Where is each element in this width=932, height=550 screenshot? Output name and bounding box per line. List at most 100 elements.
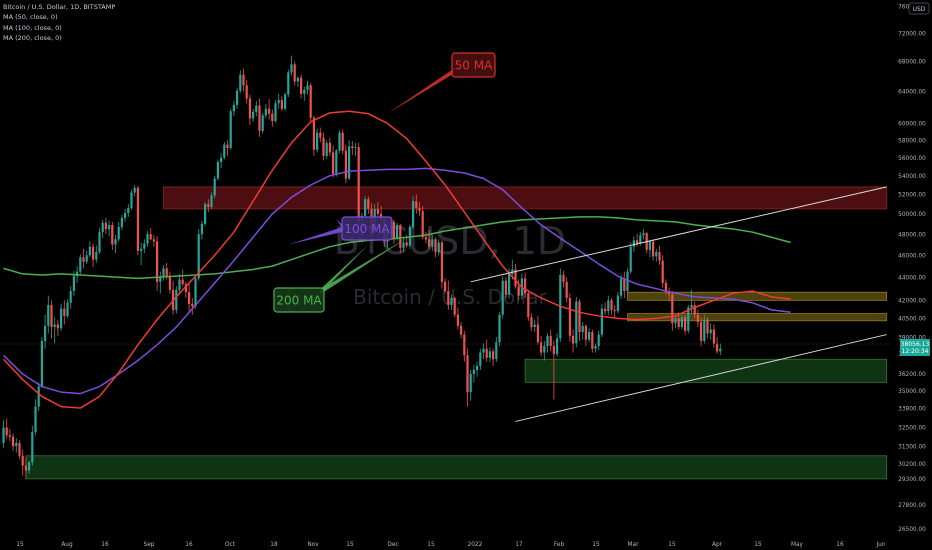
candle-body <box>440 242 443 282</box>
y-tick-label: 42000.00 <box>898 299 926 305</box>
x-tick-label: 17 <box>515 542 523 548</box>
candle-body <box>357 147 360 221</box>
candle-body <box>300 77 303 94</box>
legend-symbol[interactable]: Bitcoin / U.S. Dollar, 1D, BITSTAMP <box>3 3 116 11</box>
y-tick-label: 29300.00 <box>898 477 926 483</box>
annotation-pointer <box>320 244 369 295</box>
candle-body <box>690 305 693 308</box>
x-tick-label: Jun <box>875 542 885 548</box>
candle-body <box>284 94 287 109</box>
candle-body <box>2 427 5 444</box>
x-tick-label: 15 <box>668 542 676 548</box>
candle-body <box>143 243 146 249</box>
candle-body <box>684 317 687 331</box>
last-price-value: 38056.13 <box>901 341 930 348</box>
candle-body <box>588 332 591 340</box>
candle-body <box>652 241 655 257</box>
candle-body <box>591 332 594 349</box>
candle-body <box>322 137 325 156</box>
candle-body <box>280 100 283 109</box>
currency-label[interactable]: USD <box>908 2 930 15</box>
candle-body <box>21 455 24 466</box>
legend-ma200[interactable]: MA (200, close, 0) <box>3 34 62 43</box>
countdown-timer: 12:20:34 <box>902 348 929 355</box>
candle-body <box>63 308 66 316</box>
candle-body <box>418 207 421 211</box>
candle-body <box>514 269 517 287</box>
candle-body <box>316 132 319 150</box>
candle-body <box>111 224 114 245</box>
x-tick-label: Feb <box>554 542 565 548</box>
candle-body <box>181 279 184 285</box>
candle-body <box>530 317 533 328</box>
candle-body <box>460 325 463 335</box>
candle-body <box>604 308 607 312</box>
candle-body <box>175 289 178 310</box>
candle-body <box>82 257 85 262</box>
candle-body <box>498 314 501 343</box>
candle-body <box>549 335 552 347</box>
candle-body <box>508 273 511 295</box>
candle-body <box>556 338 559 354</box>
candle-body <box>485 348 488 358</box>
chart-legend: Bitcoin / U.S. Dollar, 1D, BITSTAMP MA (… <box>3 2 115 44</box>
candle-body <box>504 280 507 295</box>
legend-ma50[interactable]: MA (50, close, 0) <box>3 13 58 22</box>
candle-body <box>456 314 459 326</box>
y-tick-label: 32500.00 <box>898 426 926 432</box>
candle-body <box>399 224 402 248</box>
candle-body <box>332 152 335 174</box>
candle-body <box>261 115 264 131</box>
moving-averages <box>2 110 791 409</box>
candle-body <box>271 113 274 122</box>
candle-body <box>376 208 379 214</box>
candle-body <box>693 305 696 315</box>
annotation-pointer <box>288 226 344 245</box>
ma100-line <box>2 167 791 395</box>
candle-body <box>184 284 187 293</box>
zone-yellow <box>627 291 888 301</box>
candle-body <box>69 290 72 303</box>
time-axis[interactable]: 15 Aug 16 Sep 16 Oct 18 Nov 15 Dec 15 2022 17 Feb 15 Ma… <box>16 542 886 548</box>
candle-body <box>200 223 203 235</box>
candle-body <box>578 301 581 333</box>
candle-body <box>252 112 255 119</box>
x-tick-label: Mar <box>628 542 640 548</box>
candle-body <box>18 443 21 456</box>
annotation-box <box>341 216 393 241</box>
candle-body <box>680 317 683 328</box>
zone-green <box>524 358 888 383</box>
candle-body <box>642 233 645 236</box>
x-tick-label: 15 <box>16 542 24 548</box>
candle-body <box>104 222 107 229</box>
last-price-tag: 38056.13 12:20:34 <box>900 339 930 356</box>
annotation-label: 50 MA <box>455 59 493 73</box>
last-price-box <box>900 339 930 356</box>
candle-body <box>671 294 674 324</box>
price-zones <box>25 186 888 480</box>
currency-box[interactable] <box>908 2 930 15</box>
candle-body <box>581 325 584 333</box>
candle-body <box>8 435 11 437</box>
x-tick-label: 15 <box>754 542 762 548</box>
candle-body <box>677 318 680 328</box>
candle-body <box>344 150 347 179</box>
candle-body <box>664 282 667 291</box>
candle-body <box>700 322 703 341</box>
y-tick-label: 58000.00 <box>898 138 926 144</box>
trendlines <box>470 186 887 422</box>
candle-body <box>348 146 351 179</box>
candle-body <box>351 146 354 149</box>
candle-body <box>88 246 91 256</box>
candle-body <box>239 74 242 91</box>
trendline <box>515 334 887 422</box>
candle-body <box>53 324 56 328</box>
candle-body <box>325 142 328 156</box>
candle-body <box>236 90 239 105</box>
candle-body <box>12 436 15 447</box>
legend-ma100[interactable]: MA (100, close, 0) <box>3 23 62 32</box>
candle-body <box>34 406 37 433</box>
candle-body <box>223 144 226 158</box>
candle-body <box>696 314 699 323</box>
